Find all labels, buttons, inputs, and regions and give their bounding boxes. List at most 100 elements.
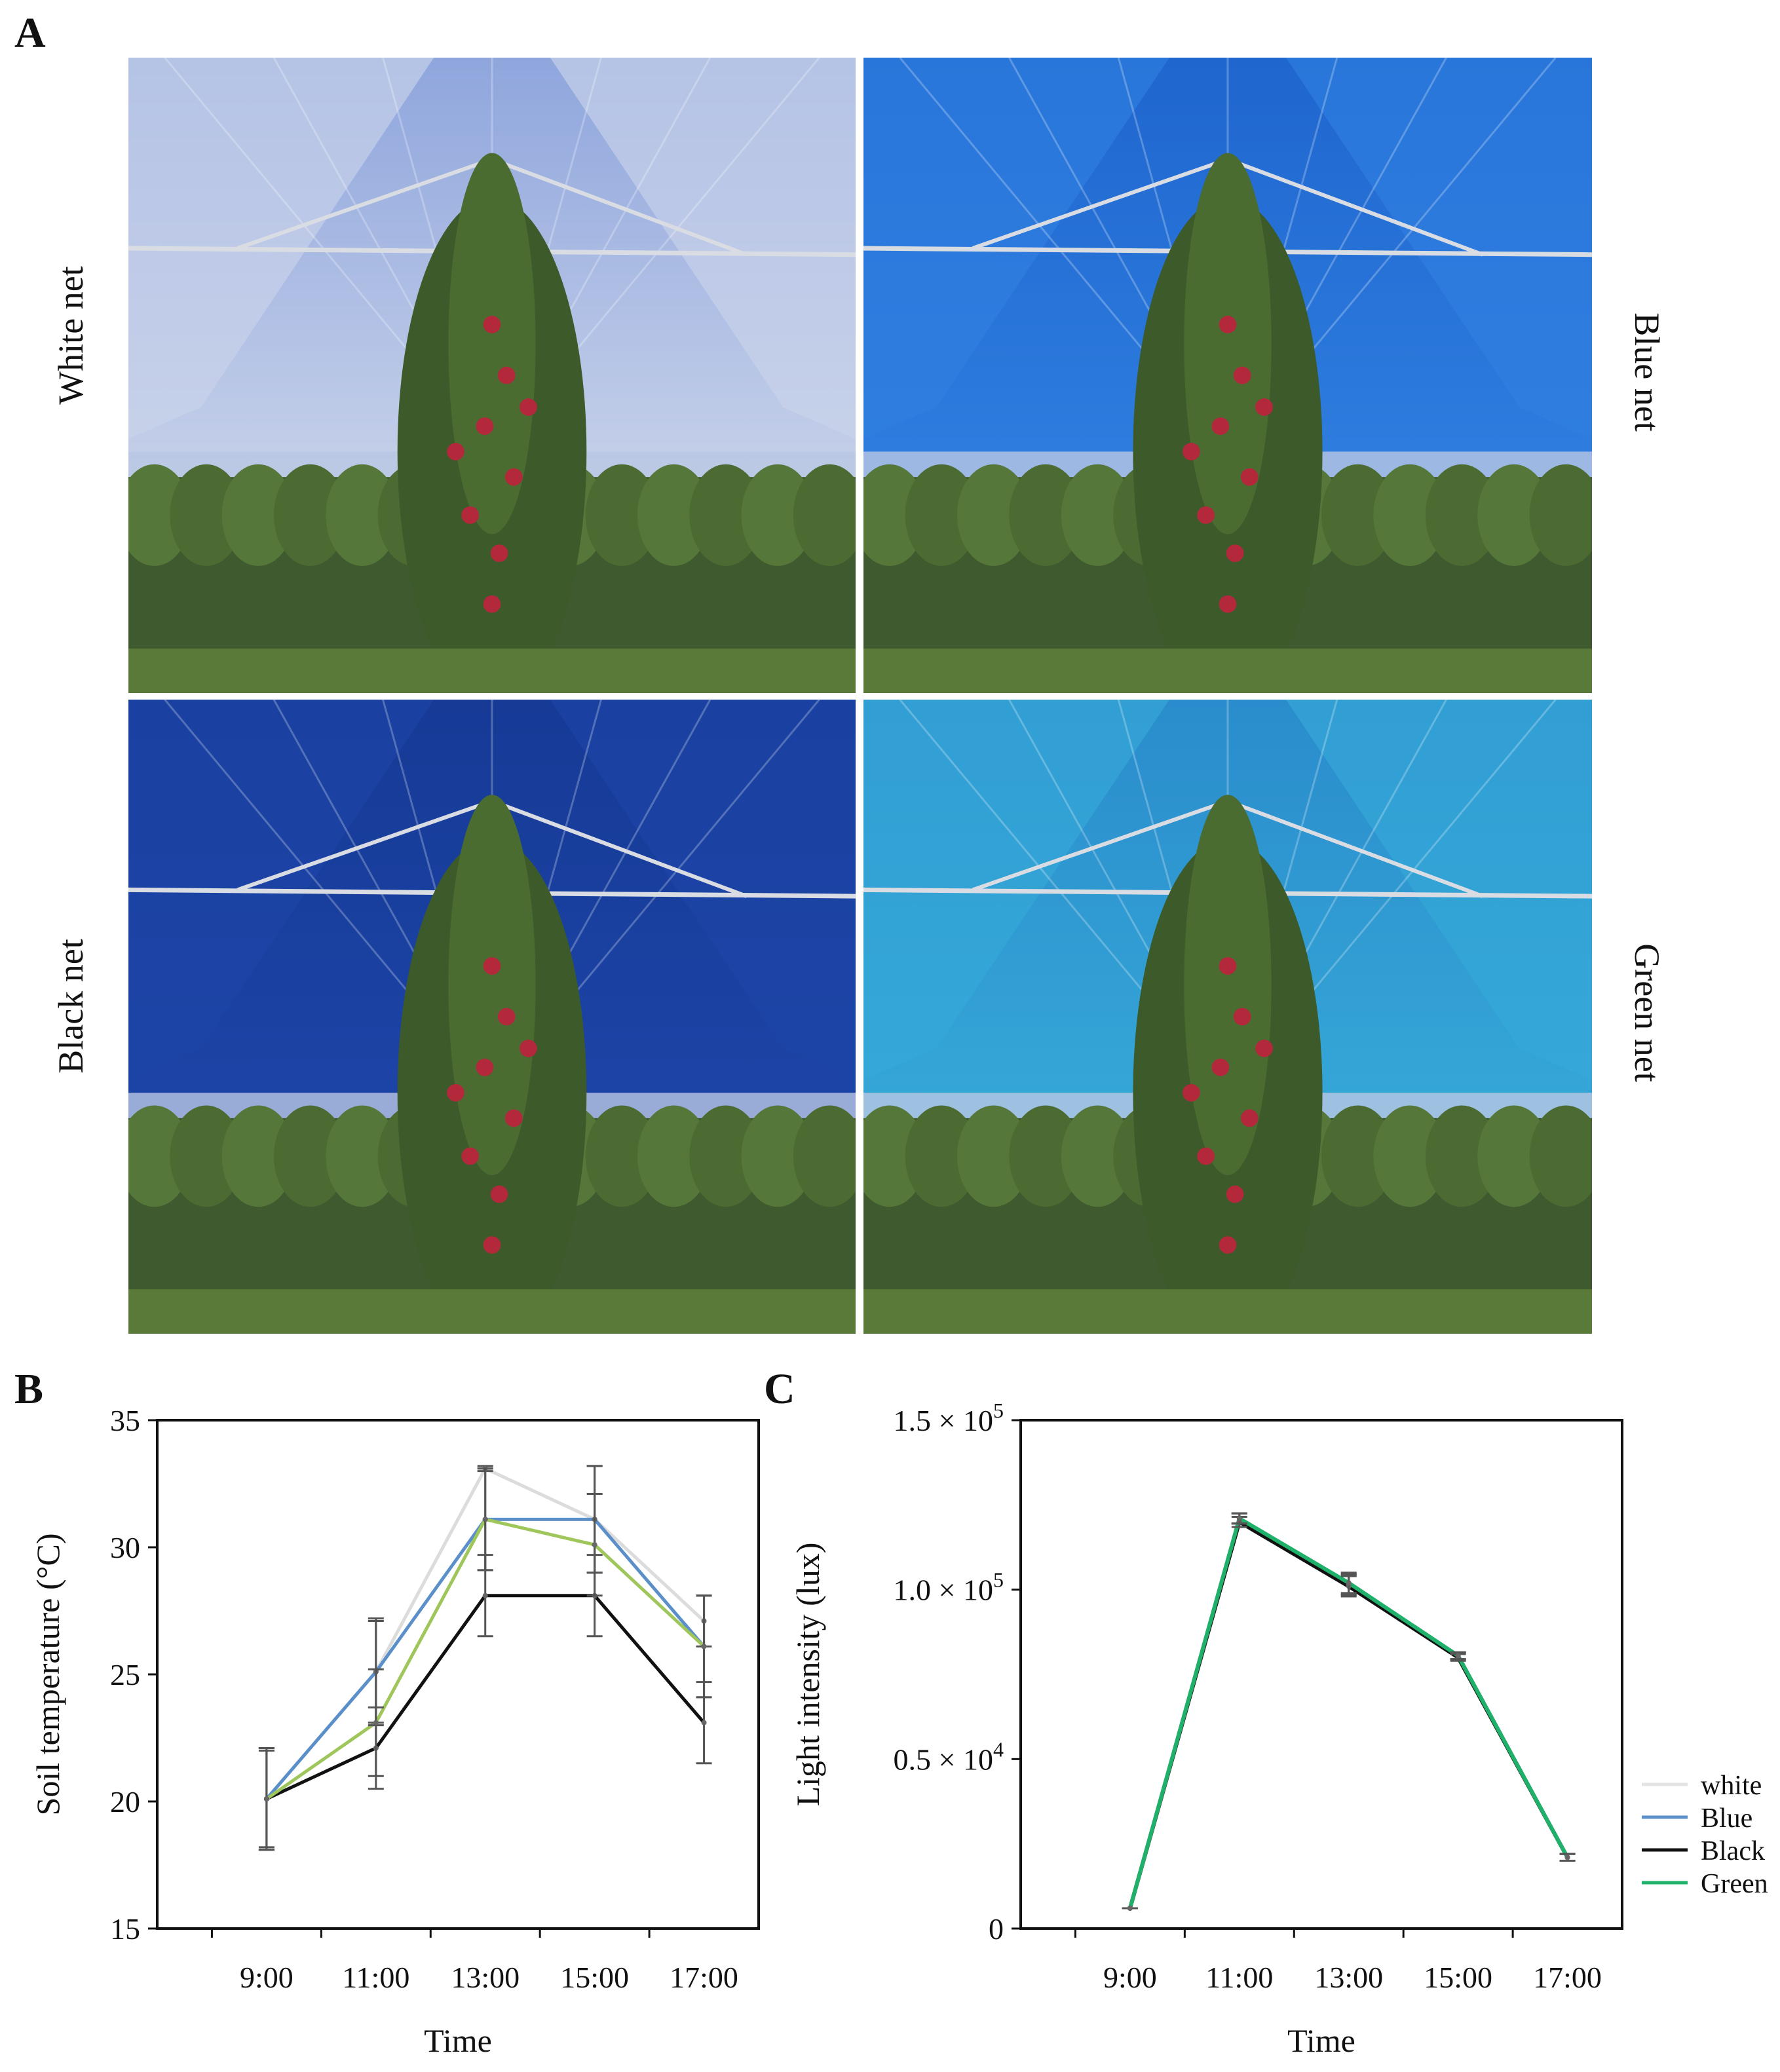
- grass: [128, 1289, 856, 1334]
- orchard-tree: [1009, 1105, 1082, 1207]
- data-point: [592, 1516, 597, 1522]
- orchard-tree: [221, 464, 295, 567]
- orchard-tree: [274, 1105, 347, 1207]
- y-tick-label: 35: [110, 1404, 140, 1437]
- y-tick-label: 0: [989, 1912, 1004, 1946]
- orchard-tree: [1061, 1105, 1135, 1207]
- data-point: [1455, 1655, 1461, 1661]
- y-tick-label: 1.5 × 105: [894, 1399, 1004, 1437]
- net-panel-right: [1285, 700, 1592, 1080]
- x-tick-label: 13:00: [451, 1961, 520, 1994]
- apple: [1183, 443, 1200, 461]
- data-point: [1564, 1855, 1570, 1860]
- data-point: [701, 1720, 707, 1725]
- apple: [1255, 398, 1273, 416]
- apple: [1233, 366, 1251, 385]
- apple: [497, 366, 516, 385]
- orchard-tree: [1425, 1105, 1499, 1207]
- net-panel-right: [1285, 58, 1592, 439]
- x-tick-label: 9:00: [240, 1961, 294, 1994]
- legend-label-white: white: [1701, 1771, 1762, 1801]
- orchard-tree: [170, 1105, 243, 1207]
- orchard-tree: [793, 464, 856, 566]
- data-point: [1564, 1855, 1570, 1860]
- apple: [504, 1109, 523, 1127]
- x-axis-label: Time: [1287, 2022, 1355, 2059]
- series-line-white: [1128, 1516, 1570, 1909]
- y-tick-label: 30: [110, 1531, 140, 1564]
- orchard-tree: [741, 464, 814, 567]
- apple: [504, 468, 523, 486]
- data-point: [482, 1465, 488, 1471]
- orchard-tree: [1373, 464, 1447, 567]
- blue-net-photo: [863, 58, 1592, 693]
- orchard-tree: [326, 1105, 399, 1207]
- apple: [1233, 1008, 1251, 1026]
- orchard-tree: [1061, 464, 1135, 567]
- data-point: [1346, 1581, 1352, 1587]
- x-tick-label: 15:00: [560, 1961, 629, 1994]
- data-point: [1236, 1516, 1242, 1522]
- orchard-tree: [637, 1105, 710, 1207]
- data-point: [1564, 1855, 1570, 1860]
- apple-tree-top: [1184, 153, 1272, 535]
- apple: [1197, 506, 1215, 524]
- data-point: [1455, 1653, 1461, 1659]
- x-axis-label: Time: [424, 2022, 492, 2059]
- grass: [863, 649, 1592, 693]
- x-tick-label: 11:00: [342, 1961, 409, 1994]
- data-point: [1127, 1905, 1133, 1911]
- data-point: [1346, 1581, 1352, 1587]
- series-line-white: [265, 1467, 706, 1800]
- data-point: [1455, 1653, 1461, 1659]
- apple: [461, 1147, 480, 1165]
- data-point: [701, 1618, 707, 1624]
- apple: [483, 1236, 501, 1254]
- apple: [490, 1185, 508, 1203]
- apple: [1241, 468, 1259, 486]
- data-point: [592, 1516, 597, 1522]
- apple: [447, 443, 464, 461]
- data-point: [1236, 1519, 1242, 1525]
- data-point: [373, 1745, 379, 1751]
- data-point: [482, 1516, 488, 1522]
- data-point: [373, 1669, 379, 1675]
- data-point: [1346, 1583, 1352, 1589]
- data-point: [482, 1516, 488, 1522]
- black-net-label: Black net: [51, 939, 90, 1074]
- data-point: [1564, 1855, 1570, 1860]
- apple-tree-top: [1184, 795, 1272, 1175]
- y-axis-label: Soil temperature (°C): [29, 1534, 66, 1816]
- orchard-tree: [1321, 464, 1395, 567]
- net-panel-right: [550, 58, 856, 439]
- orchard-tree: [956, 1105, 1031, 1207]
- blue-net-label: Blue net: [1627, 312, 1667, 432]
- series-line-black: [1128, 1520, 1570, 1909]
- y-tick-label: 1.0 × 105: [894, 1568, 1004, 1607]
- apple: [1226, 544, 1244, 562]
- apple: [483, 595, 501, 613]
- apple: [1255, 1040, 1273, 1057]
- apple: [476, 1059, 494, 1076]
- apple: [1211, 1059, 1230, 1076]
- y-tick-label: 0.5 × 104: [894, 1737, 1004, 1776]
- data-point: [592, 1542, 597, 1548]
- x-tick-label: 17:00: [670, 1961, 738, 1994]
- apple: [520, 398, 537, 416]
- data-point: [482, 1592, 488, 1598]
- orchard-tree: [221, 1105, 295, 1207]
- orchard-tree: [585, 464, 658, 567]
- apple: [483, 957, 501, 975]
- plot-frame: [156, 1419, 760, 1930]
- orchard-tree: [1373, 1105, 1447, 1207]
- data-point: [263, 1796, 269, 1802]
- data-point: [263, 1796, 269, 1802]
- data-point: [373, 1669, 379, 1675]
- x-tick-label: 17:00: [1533, 1961, 1602, 1994]
- apple: [476, 417, 494, 435]
- x-tick-label: 15:00: [1424, 1961, 1492, 1994]
- data-point: [701, 1644, 707, 1649]
- apple: [520, 1040, 537, 1057]
- apple: [447, 1083, 464, 1102]
- apple: [497, 1008, 516, 1026]
